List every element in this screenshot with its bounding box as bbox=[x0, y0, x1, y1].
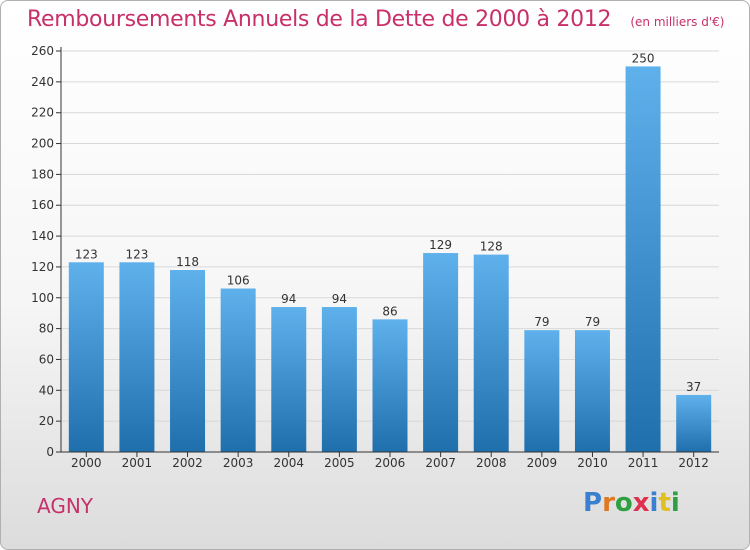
bars bbox=[68, 66, 712, 452]
data-labels: 123 123 118 106 94 94 86 129 128 79 79 250 37 bbox=[75, 51, 701, 394]
x-tick-label: 2002 bbox=[172, 456, 203, 470]
y-tick-label: 20 bbox=[39, 414, 54, 428]
bar-2008[interactable] bbox=[473, 254, 509, 452]
y-tick-label: 160 bbox=[31, 198, 54, 212]
bar-2006[interactable] bbox=[372, 319, 408, 452]
bar-2002[interactable] bbox=[170, 270, 206, 452]
logo-letter: x bbox=[632, 488, 650, 518]
x-tick-label: 2000 bbox=[71, 456, 102, 470]
x-tick-label: 2006 bbox=[375, 456, 406, 470]
y-tick-label: 180 bbox=[31, 167, 54, 181]
x-tick-label: 2008 bbox=[476, 456, 507, 470]
data-label: 118 bbox=[176, 255, 199, 269]
data-label: 79 bbox=[534, 315, 549, 329]
bar-2012[interactable] bbox=[676, 394, 712, 452]
chart-title: Remboursements Annuels de la Dette de 20… bbox=[27, 7, 612, 32]
y-tick-label: 140 bbox=[31, 229, 54, 243]
x-tick-label: 2010 bbox=[577, 456, 608, 470]
x-tick-label: 2001 bbox=[122, 456, 153, 470]
chart-subtitle: (en milliers d'€) bbox=[630, 15, 725, 29]
x-tick-label: 2011 bbox=[628, 456, 659, 470]
y-tick-label: 0 bbox=[46, 445, 54, 459]
bar-2000[interactable] bbox=[68, 262, 104, 452]
y-tick-label: 200 bbox=[31, 137, 54, 151]
data-label: 106 bbox=[227, 274, 250, 288]
chart-title-line: Remboursements Annuels de la Dette de 20… bbox=[27, 7, 724, 32]
data-label: 250 bbox=[632, 51, 655, 65]
logo-letter: P bbox=[583, 488, 603, 518]
x-tick-label: 2007 bbox=[425, 456, 456, 470]
x-tick-label: 2005 bbox=[324, 456, 355, 470]
bar-2007[interactable] bbox=[423, 253, 459, 452]
bar-2010[interactable] bbox=[574, 330, 610, 452]
bar-2011[interactable] bbox=[625, 66, 661, 452]
data-label: 129 bbox=[429, 238, 452, 252]
data-label: 79 bbox=[585, 315, 600, 329]
x-tick-label: 2012 bbox=[678, 456, 709, 470]
data-label: 86 bbox=[382, 304, 397, 318]
bar-2009[interactable] bbox=[524, 330, 560, 452]
y-tick-label: 220 bbox=[31, 106, 54, 120]
y-tick-label: 40 bbox=[39, 383, 54, 397]
bar-2001[interactable] bbox=[119, 262, 155, 452]
data-label: 37 bbox=[686, 380, 701, 394]
proxiti-logo[interactable]: Proxiti bbox=[583, 488, 680, 518]
data-label: 123 bbox=[75, 247, 98, 261]
logo-letter: o bbox=[614, 488, 633, 518]
y-tick-label: 80 bbox=[39, 322, 54, 336]
data-label: 94 bbox=[281, 292, 296, 306]
logo-letter: i bbox=[649, 488, 659, 518]
logo-letter: t bbox=[658, 488, 671, 518]
data-label: 94 bbox=[332, 292, 347, 306]
bar-2005[interactable] bbox=[321, 307, 357, 452]
axes: 0 20 40 60 80 100 120 140 160 180 200 220 240 260 2000… bbox=[31, 44, 719, 470]
y-tick-label: 120 bbox=[31, 260, 54, 274]
bar-2004[interactable] bbox=[271, 307, 307, 452]
y-tick-label: 60 bbox=[39, 352, 54, 366]
data-label: 123 bbox=[125, 247, 148, 261]
y-tick-label: 240 bbox=[31, 75, 54, 89]
logo-letter: i bbox=[670, 488, 680, 518]
data-label: 128 bbox=[480, 240, 503, 254]
x-tick-label: 2003 bbox=[223, 456, 254, 470]
city-name: AGNY bbox=[37, 494, 94, 518]
x-tick-label: 2009 bbox=[527, 456, 558, 470]
x-tick-label: 2004 bbox=[273, 456, 304, 470]
y-tick-label: 260 bbox=[31, 44, 54, 58]
y-tick-label: 100 bbox=[31, 291, 54, 305]
bar-2003[interactable] bbox=[220, 288, 256, 452]
logo-letter: r bbox=[602, 488, 615, 518]
